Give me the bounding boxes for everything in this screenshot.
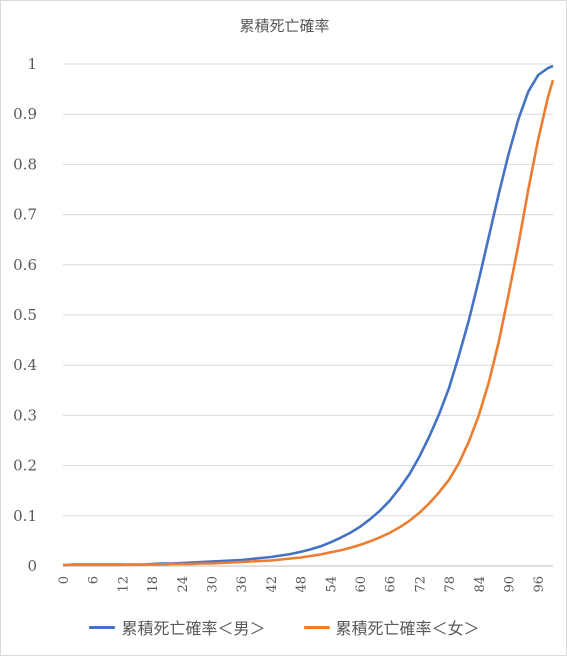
y-tick-label: 0.5	[13, 306, 37, 324]
x-tick-label: 30	[205, 576, 220, 593]
x-tick-label: 90	[502, 576, 517, 593]
x-tick-label: 6	[87, 576, 102, 584]
y-tick-label: 0	[27, 557, 37, 575]
legend-item-female: 累積死亡確率＜女＞	[303, 615, 480, 639]
y-tick-label: 0.6	[13, 256, 37, 274]
x-tick-label: 96	[532, 576, 547, 593]
y-tick-label: 0.3	[13, 406, 37, 424]
x-tick-label: 0	[57, 576, 72, 584]
gridlines	[63, 63, 553, 567]
legend-item-male: 累積死亡確率＜男＞	[89, 615, 266, 639]
x-tick-label: 54	[324, 576, 339, 593]
legend: 累積死亡確率＜男＞ 累積死亡確率＜女＞	[1, 615, 567, 639]
series-lines	[63, 64, 555, 567]
y-tick-label: 0.8	[13, 155, 37, 173]
legend-label-male: 累積死亡確率＜男＞	[121, 619, 266, 638]
chart-title: 累積死亡確率	[239, 17, 330, 35]
legend-label-female: 累積死亡確率＜女＞	[335, 619, 480, 638]
y-tick-label: 0.4	[13, 356, 37, 374]
x-tick-label: 12	[116, 576, 131, 593]
y-axis-ticks: 0 0.1 0.2 0.3 0.4 0.5 0.6 0.7 0.8 0.9 1	[13, 55, 37, 575]
x-tick-label: 48	[295, 576, 310, 593]
series-line-1	[63, 79, 555, 567]
x-tick-label: 66	[384, 576, 399, 593]
y-tick-label: 0.1	[13, 507, 37, 525]
x-tick-label: 24	[176, 576, 191, 593]
legend-swatch-female	[303, 625, 330, 629]
y-tick-label: 0.2	[13, 457, 37, 475]
y-tick-label: 0.9	[13, 105, 37, 123]
x-tick-label: 60	[354, 576, 369, 593]
x-tick-label: 72	[413, 576, 428, 593]
x-tick-label: 36	[235, 576, 250, 593]
x-tick-label: 84	[473, 576, 488, 593]
legend-swatch-male	[89, 625, 116, 629]
x-tick-label: 78	[443, 576, 458, 593]
x-axis-ticks: 0 6 12 18 24 30 36 42 48 54 60 66 72 78 84 90 96	[57, 576, 547, 593]
x-tick-label: 42	[265, 576, 280, 593]
y-tick-label: 0.7	[13, 206, 37, 224]
y-tick-label: 1	[27, 55, 37, 73]
x-tick-label: 18	[146, 576, 161, 593]
